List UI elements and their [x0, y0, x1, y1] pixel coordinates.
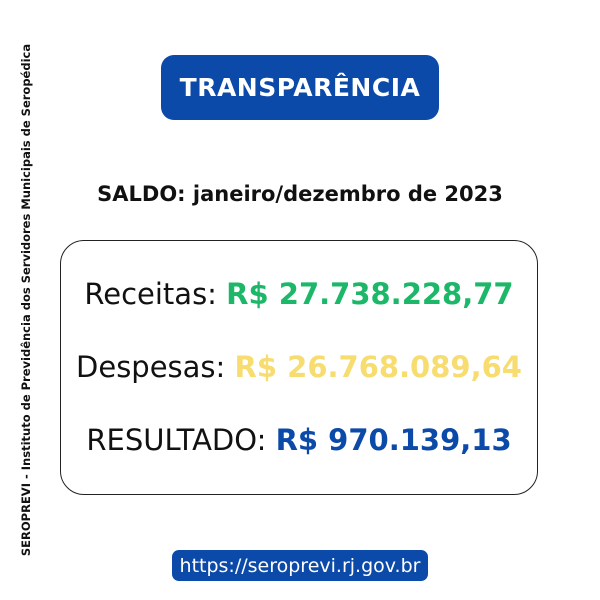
resultado-label: RESULTADO: — [86, 423, 276, 457]
receitas-row: Receitas: R$ 27.738.228,77 — [61, 277, 537, 311]
receitas-label: Receitas: — [84, 277, 227, 311]
despesas-value: R$ 26.768.089,64 — [234, 350, 522, 384]
despesas-row: Despesas: R$ 26.768.089,64 — [61, 350, 537, 384]
balance-summary-box: Receitas: R$ 27.738.228,77 Despesas: R$ … — [60, 240, 538, 495]
despesas-label: Despesas: — [76, 350, 235, 384]
period-heading: SALDO: janeiro/dezembro de 2023 — [97, 182, 503, 206]
title-banner: TRANSPARÊNCIA — [161, 55, 439, 120]
resultado-row: RESULTADO: R$ 970.139,13 — [61, 423, 537, 457]
resultado-value: R$ 970.139,13 — [275, 423, 512, 457]
organization-name: SEROPREVI - Instituto de Previdência dos… — [19, 43, 33, 557]
receitas-value: R$ 27.738.228,77 — [226, 277, 514, 311]
website-link[interactable]: https://seroprevi.rj.gov.br — [172, 550, 428, 581]
